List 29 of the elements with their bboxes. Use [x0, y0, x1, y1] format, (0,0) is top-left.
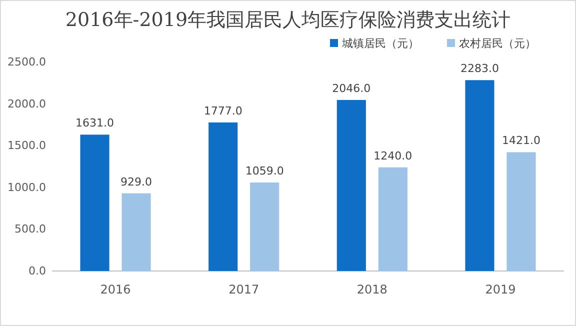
x-tick-label: 2018	[356, 282, 388, 297]
y-tick-label: 1500.0	[8, 139, 46, 152]
bar	[465, 80, 494, 271]
y-tick-label: 0.0	[28, 264, 46, 278]
x-tick-label: 2016	[100, 282, 131, 297]
legend-label: 城镇居民（元）	[341, 37, 419, 50]
bar	[250, 182, 280, 271]
y-tick-label: 2500.0	[8, 56, 46, 69]
bar	[506, 152, 536, 271]
x-tick-label: 2019	[485, 282, 516, 297]
y-tick-label: 1000.0	[8, 180, 46, 194]
bar	[122, 193, 151, 271]
data-label: 1631.0	[76, 116, 114, 130]
bar	[80, 134, 110, 271]
x-tick-label: 2017	[228, 282, 260, 297]
bar	[336, 100, 366, 271]
bar	[378, 167, 408, 271]
data-label: 1421.0	[502, 134, 540, 148]
y-tick-label: 2000.0	[8, 97, 46, 110]
data-label: 1059.0	[245, 164, 284, 178]
chart-title: 2016年-2019年我国居民人均医疗保险消费支出统计	[65, 9, 511, 31]
legend-label: 农村居民（元）	[459, 37, 536, 50]
data-label: 2283.0	[460, 62, 499, 76]
y-tick-label: 500.0	[14, 222, 46, 236]
data-label: 2046.0	[332, 82, 371, 95]
bar	[208, 122, 238, 271]
data-label: 1777.0	[204, 104, 242, 118]
data-label: 1240.0	[374, 149, 412, 162]
data-label: 929.0	[120, 175, 152, 188]
